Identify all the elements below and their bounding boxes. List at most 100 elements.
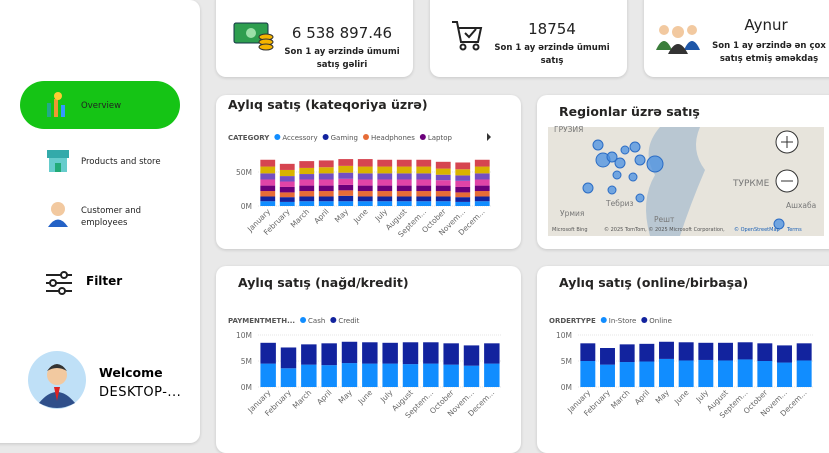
- bar-segment: [318, 196, 334, 202]
- bar-segment: [396, 179, 412, 186]
- legend-label: Credit: [338, 317, 359, 325]
- bar-segment: [260, 166, 276, 174]
- bar-segment: [737, 359, 753, 387]
- legend-label: Online: [649, 317, 672, 325]
- cart-icon: [452, 21, 483, 51]
- bar-segment: [260, 342, 276, 364]
- bar-segment: [455, 175, 471, 181]
- bar-segment: [260, 159, 276, 167]
- map-osm[interactable]: © OpenStreetMap: [734, 226, 780, 233]
- bar-segment: [357, 173, 373, 180]
- bar-segment: [435, 201, 451, 206]
- bar-segment: [396, 173, 412, 180]
- x-tick-label: July: [378, 388, 395, 405]
- bar-segment: [698, 342, 714, 360]
- legend-title: CATEGORY: [228, 134, 270, 142]
- kpi-label: Son 1 ay ərzində ən çox satış etmiş əmək…: [712, 41, 826, 64]
- bar-segment: [279, 169, 295, 177]
- zoom-in-icon: [781, 136, 793, 148]
- nav-item[interactable]: Customer and employees: [81, 206, 141, 228]
- nav-item[interactable]: Overview: [81, 101, 122, 111]
- map-terms[interactable]: Terms: [786, 227, 802, 233]
- legend-marker: [641, 317, 648, 323]
- charts-layer: Regionlar üzrə satış ГРУЗИЯ Тебриз Урмия…: [228, 97, 824, 420]
- bar-segment: [455, 169, 471, 176]
- bar-segment: [338, 184, 354, 191]
- bar-segment: [396, 185, 412, 192]
- x-tick-label: May: [654, 388, 672, 406]
- filter-label[interactable]: Filter: [86, 274, 123, 288]
- bar-segment: [260, 201, 276, 206]
- map-label: Тебриз: [605, 199, 633, 208]
- y-tick-label: 10M: [556, 331, 572, 340]
- map-attribution: © 2025 TomTom, © 2025 Microsoft Corporat…: [604, 226, 725, 233]
- x-tick-label: June: [356, 388, 375, 407]
- bar-segment: [279, 176, 295, 182]
- bar-segment: [377, 196, 393, 202]
- bar-segment: [435, 196, 451, 202]
- welcome: Welcome: [99, 365, 163, 380]
- legend-label: In-Store: [609, 317, 637, 325]
- bar-segment: [260, 363, 276, 387]
- x-tick-label: April: [312, 207, 330, 225]
- bar-segment: [321, 365, 337, 387]
- bar-segment: [299, 191, 315, 197]
- bar-segment: [474, 173, 490, 180]
- bar-segment: [777, 362, 792, 387]
- bar-segment: [659, 341, 674, 359]
- bar-segment: [423, 363, 439, 387]
- bar-segment: [463, 365, 480, 387]
- bar-segment: [299, 167, 315, 175]
- bar-segment: [639, 361, 655, 387]
- map-label: Ашхаба: [786, 201, 816, 210]
- bar-segment: [619, 362, 635, 387]
- customer-icon: [48, 202, 68, 227]
- bar-segment: [299, 185, 315, 192]
- nav-active[interactable]: [20, 81, 180, 129]
- bar-segment: [382, 363, 398, 387]
- bar-segment: [474, 196, 490, 202]
- bar-segment: [318, 185, 334, 192]
- bar-segment: [435, 161, 451, 169]
- bar-segment: [396, 166, 412, 174]
- bar-segment: [318, 173, 334, 180]
- legend-marker: [419, 134, 426, 140]
- bar-segment: [341, 341, 358, 364]
- bar-segment: [357, 159, 373, 167]
- bar-segment: [279, 197, 295, 202]
- filter-icon: [46, 271, 72, 295]
- bar-segment: [299, 201, 315, 206]
- bar-segment: [474, 201, 490, 206]
- x-tick-label: July: [694, 388, 711, 405]
- bar-segment: [777, 345, 792, 363]
- bar-segment: [357, 196, 373, 202]
- bar-segment: [435, 168, 451, 175]
- bar-segment: [362, 363, 378, 387]
- kpi-value: Aynur: [744, 16, 788, 34]
- bar-segment: [474, 159, 490, 167]
- bar-segment: [318, 167, 334, 174]
- bar-segment: [338, 195, 354, 202]
- bar-segment: [416, 201, 432, 206]
- chart-title: Aylıq satış (online/birbaşa): [559, 275, 748, 290]
- y-tick-label: 0M: [241, 383, 252, 392]
- bar-segment: [260, 173, 276, 180]
- y-tick-label: 5M: [241, 357, 252, 366]
- map-label: Решт: [654, 215, 675, 224]
- bar-segment: [299, 196, 315, 202]
- bar-segment: [377, 201, 393, 206]
- legend-next[interactable]: [487, 133, 491, 141]
- bar-segment: [455, 186, 471, 193]
- bar-segment: [718, 342, 733, 361]
- nav-item[interactable]: Products and store: [81, 157, 161, 167]
- x-tick-label: May: [337, 388, 355, 406]
- bar-segment: [796, 360, 812, 387]
- x-tick-label: March: [289, 207, 312, 230]
- legend-label: Accessory: [282, 134, 317, 142]
- bar-segment: [279, 186, 295, 193]
- bar-segment: [341, 363, 358, 387]
- legend-marker: [362, 134, 369, 140]
- bar-segment: [338, 172, 354, 179]
- legend-marker: [322, 134, 329, 140]
- bar-segment: [416, 166, 432, 174]
